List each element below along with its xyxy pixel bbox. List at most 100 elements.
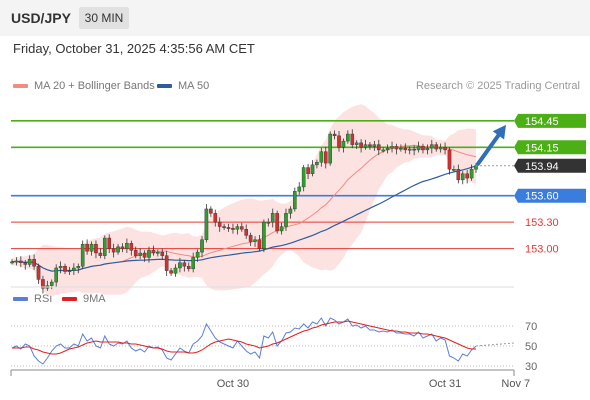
candle-body	[191, 257, 195, 270]
level-label-box-0	[514, 113, 586, 128]
candle-body	[315, 162, 319, 166]
candle	[266, 218, 271, 227]
legend-bollinger-swatch	[13, 84, 28, 89]
candle-body	[160, 251, 165, 256]
ma50-line	[11, 165, 477, 272]
candles	[10, 129, 478, 294]
candle-body	[195, 251, 200, 258]
candle	[293, 187, 297, 212]
candle-body	[169, 270, 173, 274]
candle-body	[328, 133, 332, 164]
candle-body	[173, 267, 178, 274]
legend-ma50-label: MA 50	[178, 80, 210, 92]
candle-body	[244, 229, 249, 236]
candle-body	[23, 262, 28, 265]
candle	[239, 222, 244, 232]
candle-body	[407, 148, 412, 151]
candle	[430, 139, 434, 154]
candle-body	[125, 243, 129, 249]
candle	[306, 163, 310, 179]
candle	[346, 130, 350, 144]
candle	[147, 246, 151, 263]
candle	[160, 248, 165, 261]
candle	[142, 250, 147, 262]
forecast-arrow-head	[492, 124, 506, 140]
candle-body	[399, 147, 403, 150]
candle-body	[385, 147, 390, 151]
candle	[421, 143, 425, 154]
candle	[164, 250, 169, 276]
header-bar: USD/JPY 30 MIN	[0, 0, 590, 36]
candle	[310, 160, 315, 177]
candle	[19, 256, 23, 268]
candle-body	[469, 169, 474, 179]
x-tick-label-2: Nov 7	[501, 378, 530, 390]
candle	[107, 234, 112, 253]
level-label-0: 154.45	[525, 116, 559, 128]
candle	[213, 209, 218, 227]
candle	[381, 147, 386, 153]
candle-body	[266, 221, 271, 224]
candle	[301, 164, 306, 192]
candle	[469, 164, 474, 181]
candle-body	[222, 226, 226, 228]
candle-body	[138, 252, 142, 256]
candle	[204, 204, 209, 243]
candle	[394, 143, 399, 155]
candle	[407, 146, 412, 155]
candle-body	[54, 267, 58, 283]
candle-body	[438, 147, 443, 150]
candle	[49, 279, 54, 290]
rsi-series-9ma	[12, 320, 476, 355]
candle-body	[359, 142, 363, 148]
legend-bollinger-label: MA 20 + Bollinger Bands	[34, 80, 155, 92]
candle-body	[116, 246, 120, 253]
candle	[363, 139, 368, 150]
candle	[288, 206, 293, 219]
legend-9ma-swatch	[62, 297, 77, 302]
candle-body	[460, 173, 465, 181]
candle-body	[279, 226, 284, 232]
legend-9ma: 9MA	[62, 293, 106, 305]
candle-body	[63, 266, 67, 272]
candle-body	[200, 239, 204, 253]
x-tick-label-1: Oct 31	[429, 378, 461, 390]
candle-body	[178, 262, 182, 269]
candle	[403, 143, 408, 154]
candle	[465, 170, 469, 184]
candle	[10, 259, 14, 265]
candle	[173, 264, 178, 277]
candle-body	[350, 133, 355, 145]
candle-body	[27, 258, 32, 265]
candle	[315, 159, 319, 169]
candle	[186, 262, 191, 272]
candle-body	[430, 144, 434, 149]
candle-body	[164, 255, 169, 271]
x-tick-label-0: Oct 30	[217, 378, 249, 390]
candle-body	[421, 146, 425, 151]
candle	[447, 147, 452, 175]
candle-body	[332, 133, 337, 137]
candle-body	[58, 266, 63, 269]
candle-body	[452, 169, 456, 171]
candle-body	[156, 251, 160, 254]
level-label-box-2	[514, 188, 586, 203]
candle	[416, 141, 421, 153]
candle-body	[41, 279, 45, 289]
legend-ma50: MA 50	[157, 80, 209, 92]
candle	[116, 244, 120, 255]
candle	[337, 131, 341, 152]
candle-body	[186, 266, 191, 270]
candle	[80, 240, 85, 269]
copyright: Research © 2025 Trading Central	[415, 80, 580, 92]
candle-body	[363, 144, 368, 148]
candle-body	[323, 151, 328, 164]
level-label-1: 154.15	[525, 142, 559, 154]
candle	[226, 223, 231, 232]
candle	[328, 131, 332, 166]
candle	[63, 263, 67, 275]
timeframe-button[interactable]: 30 MIN	[79, 7, 129, 29]
last-price-box	[514, 158, 586, 173]
candle-body	[412, 148, 416, 151]
